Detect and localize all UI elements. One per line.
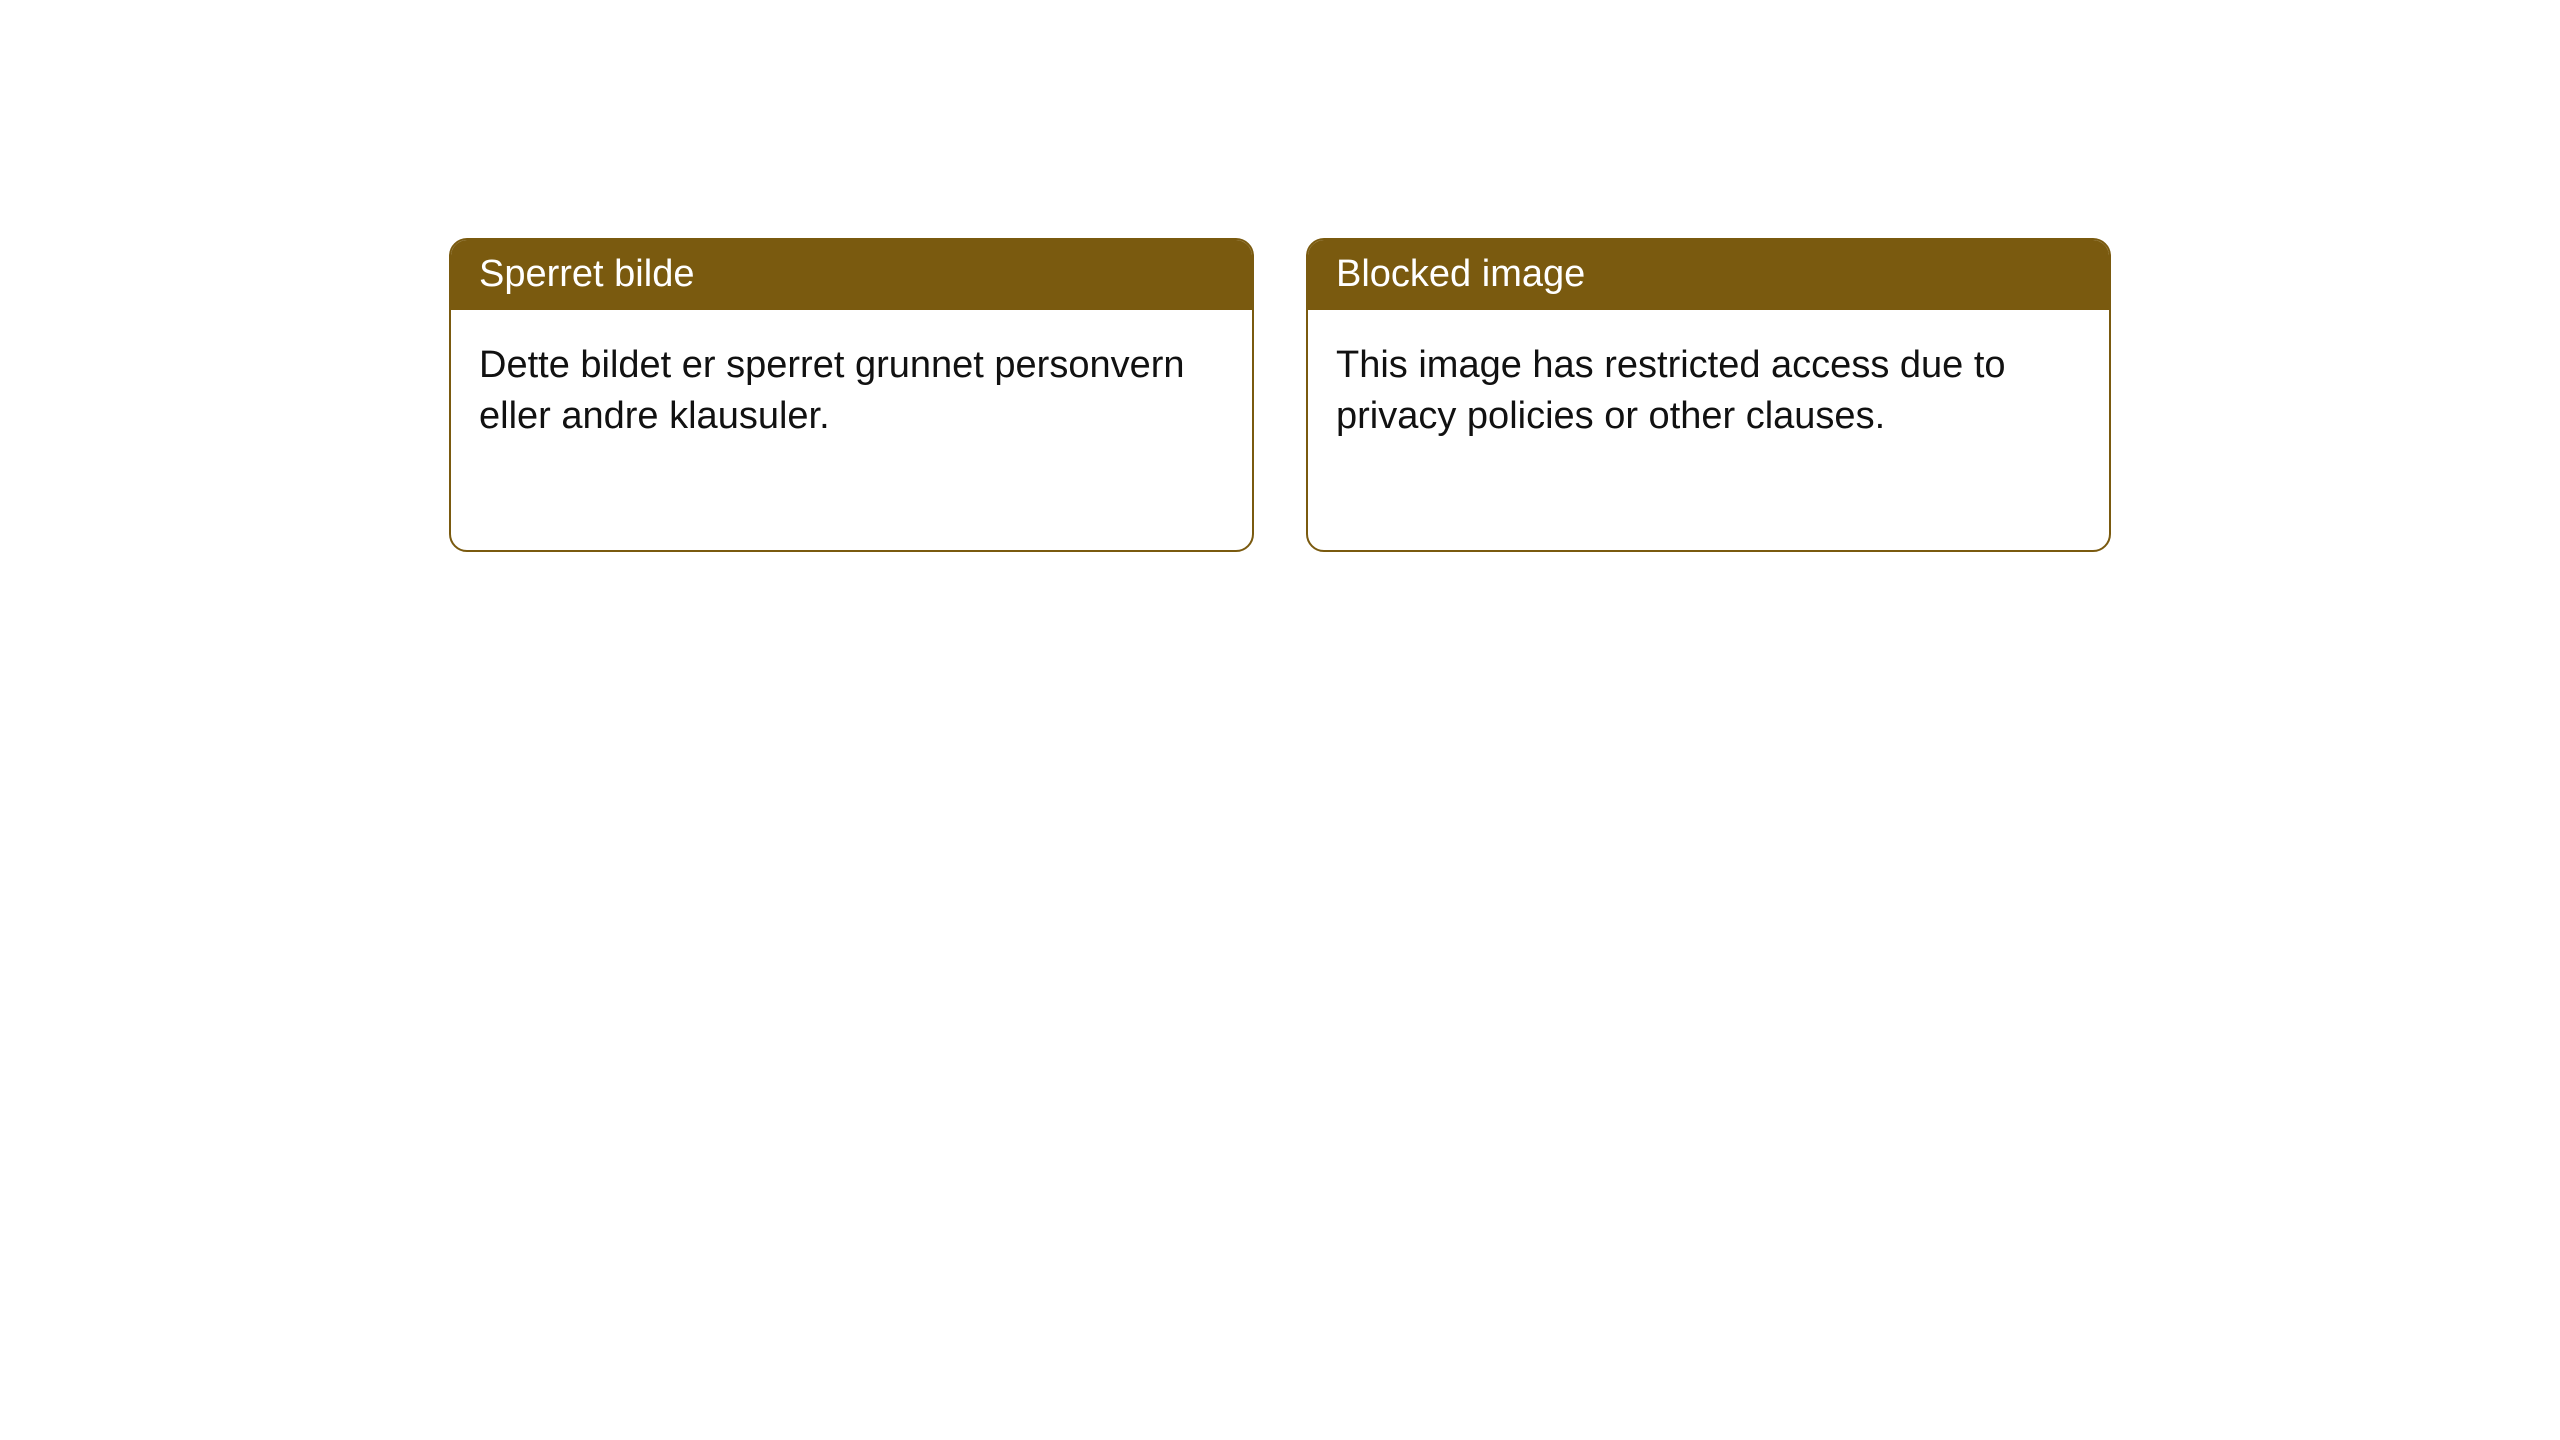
- notice-card-norwegian: Sperret bilde Dette bildet er sperret gr…: [449, 238, 1254, 552]
- card-body-text: This image has restricted access due to …: [1336, 344, 2006, 437]
- card-title: Sperret bilde: [479, 253, 694, 295]
- card-title: Blocked image: [1336, 253, 1585, 295]
- card-header: Sperret bilde: [451, 240, 1252, 310]
- notice-card-english: Blocked image This image has restricted …: [1306, 238, 2111, 552]
- card-body: Dette bildet er sperret grunnet personve…: [451, 310, 1252, 550]
- card-header: Blocked image: [1308, 240, 2109, 310]
- card-body: This image has restricted access due to …: [1308, 310, 2109, 550]
- notice-container: Sperret bilde Dette bildet er sperret gr…: [449, 238, 2111, 552]
- card-body-text: Dette bildet er sperret grunnet personve…: [479, 344, 1185, 437]
